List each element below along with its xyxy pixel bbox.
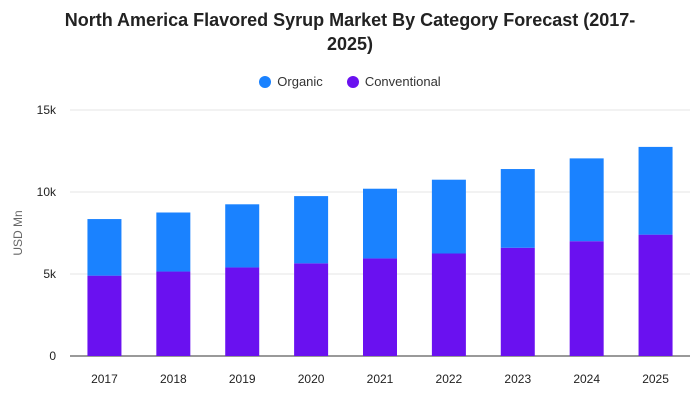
bar-organic-2017 <box>87 219 122 276</box>
bar-organic-2019 <box>225 204 260 268</box>
x-tick-label-2024: 2024 <box>573 372 600 386</box>
x-tick-label-2022: 2022 <box>436 372 463 386</box>
bar-organic-2020 <box>294 196 329 264</box>
y-tick-label-1: 5k <box>43 267 57 281</box>
chart-title: North America Flavored Syrup Market By C… <box>0 8 700 56</box>
bar-conventional-2020 <box>294 263 329 356</box>
x-tick-label-2025: 2025 <box>642 372 669 386</box>
bar-conventional-2022 <box>431 253 466 356</box>
legend: Organic Conventional <box>0 74 700 89</box>
x-tick-label-2023: 2023 <box>504 372 531 386</box>
bar-conventional-2023 <box>500 247 535 356</box>
legend-item-conventional[interactable]: Conventional <box>346 74 441 89</box>
bar-organic-2018 <box>156 212 191 272</box>
bar-organic-2023 <box>500 169 535 248</box>
chart-title-line-2: 2025) <box>326 34 374 54</box>
legend-label-organic: Organic <box>277 74 323 89</box>
bar-organic-2022 <box>431 179 466 254</box>
bar-organic-2025 <box>638 146 673 235</box>
legend-item-organic[interactable]: Organic <box>259 74 323 89</box>
y-tick-label-0: 0 <box>49 349 56 363</box>
chart-title-line-1: North America Flavored Syrup Market By C… <box>64 10 636 30</box>
x-tick-label-2018: 2018 <box>160 372 187 386</box>
y-tick-label-2: 10k <box>37 185 57 199</box>
bar-conventional-2017 <box>87 275 122 356</box>
bar-conventional-2019 <box>225 267 260 356</box>
x-tick-label-2021: 2021 <box>367 372 394 386</box>
legend-swatch-conventional <box>346 75 359 88</box>
legend-swatch-organic <box>259 75 272 88</box>
y-axis-title: USD Mn <box>11 210 25 255</box>
bar-conventional-2021 <box>363 258 397 356</box>
bar-conventional-2025 <box>638 234 673 356</box>
bar-organic-2024 <box>569 158 604 242</box>
bar-organic-2021 <box>363 188 397 259</box>
bar-conventional-2024 <box>569 241 604 356</box>
legend-label-conventional: Conventional <box>364 74 441 89</box>
bar-conventional-2018 <box>156 271 191 356</box>
x-tick-label-2017: 2017 <box>91 372 118 386</box>
x-tick-label-2019: 2019 <box>229 372 256 386</box>
x-tick-label-2020: 2020 <box>298 372 325 386</box>
y-tick-label-3: 15k <box>37 103 57 117</box>
